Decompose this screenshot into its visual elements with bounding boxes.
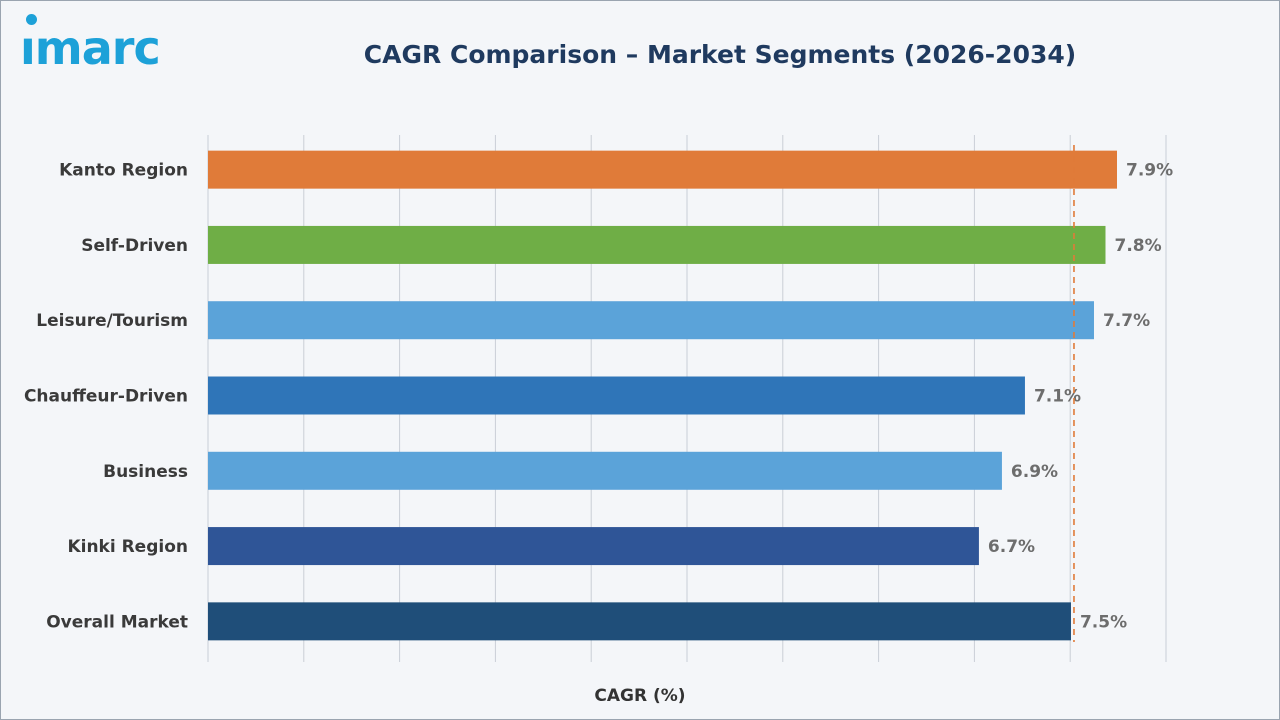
logo-letter-i: ı — [20, 14, 37, 76]
imarc-logo: ı marc — [20, 14, 161, 76]
x-axis-label: CAGR (%) — [594, 686, 686, 706]
category-label: Self-Driven — [81, 236, 188, 256]
value-label: 6.9% — [1011, 462, 1058, 482]
category-label: Leisure/Tourism — [36, 311, 188, 331]
bar-business — [208, 451, 1002, 490]
bar-leisure-tourism — [208, 301, 1094, 340]
bar-kanto-region — [208, 150, 1117, 189]
bar-kinki-region — [208, 527, 979, 566]
logo-text-rest: marc — [34, 21, 161, 75]
bar-overall-market — [208, 602, 1071, 641]
category-label: Kinki Region — [67, 537, 188, 557]
value-label: 7.1% — [1034, 387, 1081, 407]
value-label: 7.5% — [1080, 612, 1127, 632]
category-label: Overall Market — [46, 612, 188, 632]
category-label: Business — [103, 462, 188, 482]
logo-i-dot — [26, 14, 37, 25]
category-label: Chauffeur-Driven — [24, 387, 188, 407]
bar-self-driven — [208, 225, 1106, 264]
chart-title: CAGR Comparison – Market Segments (2026-… — [363, 40, 1077, 69]
value-label: 7.7% — [1103, 311, 1150, 331]
value-label: 7.8% — [1114, 236, 1161, 256]
category-label: Kanto Region — [59, 161, 188, 181]
value-label: 7.9% — [1126, 161, 1173, 181]
bar-chauffeur-driven — [208, 376, 1025, 415]
value-label: 6.7% — [988, 537, 1035, 557]
